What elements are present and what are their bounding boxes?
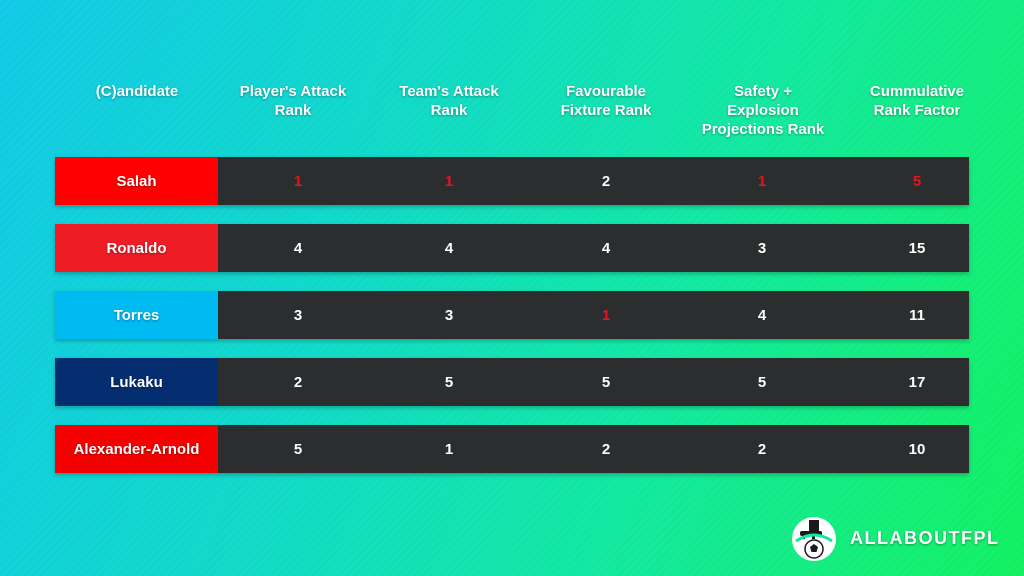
safety-rank-cell: 4 [757,306,767,324]
table-row: Ronaldo 4 4 4 3 15 [55,224,969,272]
header-favourable-fixture-rank: Favourable Fixture Rank [560,83,652,119]
table-row: Lukaku 2 5 5 5 17 [55,358,969,406]
football-boot-logo-icon [792,517,836,561]
cumulative-rank-cell: 11 [909,306,925,324]
candidate-name: Torres [55,291,218,339]
cumulative-rank-cell: 5 [912,172,922,190]
header-cumulative-rank-factor: Cummulative Rank Factor [869,83,965,119]
team-attack-rank-cell: 4 [444,239,454,257]
team-attack-rank-cell: 3 [444,306,454,324]
table-row: Salah 1 1 2 1 5 [55,157,969,205]
cumulative-rank-cell: 15 [908,239,926,257]
table-header: (C)andidate Player's Attack Rank Team's … [0,82,1024,152]
candidate-name: Alexander-Arnold [55,425,218,473]
player-attack-rank-cell: 3 [293,306,303,324]
safety-rank-cell: 1 [757,172,767,190]
brand-name: ALLABOUTFPL [850,528,1000,548]
fixture-rank-cell: 2 [601,440,611,458]
candidate-name: Lukaku [55,358,218,406]
safety-rank-cell: 5 [757,373,767,391]
safety-rank-cell: 3 [757,239,767,257]
fixture-rank-cell: 4 [601,239,611,257]
fixture-rank-cell: 1 [601,306,611,324]
candidate-name: Ronaldo [55,224,218,272]
header-team-attack-rank: Team's Attack Rank [399,83,499,119]
header-candidate: (C)andidate [95,83,179,100]
player-attack-rank-cell: 4 [293,239,303,257]
table-row: Alexander-Arnold 5 1 2 2 10 [55,425,969,473]
safety-rank-cell: 2 [757,440,767,458]
header-safety-explosion-rank: Safety + Explosion Projections Rank [701,83,825,138]
cumulative-rank-cell: 10 [908,440,926,458]
team-attack-rank-cell: 1 [444,440,454,458]
fixture-rank-cell: 5 [601,373,611,391]
player-attack-rank-cell: 1 [293,172,303,190]
header-player-attack-rank: Player's Attack Rank [239,83,347,119]
fixture-rank-cell: 2 [601,172,611,190]
team-attack-rank-cell: 1 [444,172,454,190]
player-attack-rank-cell: 5 [293,440,303,458]
table-row: Torres 3 3 1 4 11 [55,291,969,339]
team-attack-rank-cell: 5 [444,373,454,391]
cumulative-rank-cell: 17 [908,373,926,391]
candidate-name: Salah [55,157,218,205]
player-attack-rank-cell: 2 [293,373,303,391]
